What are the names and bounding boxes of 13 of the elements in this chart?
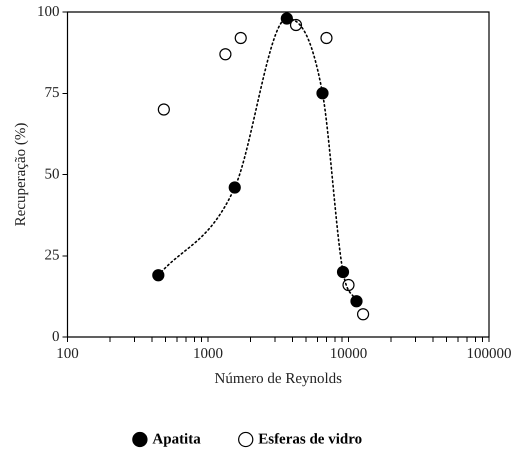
x-axis-title: Número de Reynolds [214, 370, 342, 387]
y-tick-label: 0 [52, 328, 60, 345]
x-tick-label: 100 [56, 346, 79, 362]
x-tick-label: 100000 [466, 346, 512, 362]
legend-label: Apatita [152, 431, 202, 448]
x-tick-label: 1000 [193, 346, 223, 362]
x-tick-label: 10000 [330, 346, 368, 362]
y-tick-label: 25 [44, 248, 60, 264]
y-tick-label: 50 [44, 166, 60, 182]
legend-label: Esferas de vidro [258, 431, 362, 448]
y-tick-label: 100 [37, 4, 60, 20]
y-axis-title: Recuperação (%) [12, 122, 29, 226]
y-tick-label: 75 [44, 85, 60, 102]
